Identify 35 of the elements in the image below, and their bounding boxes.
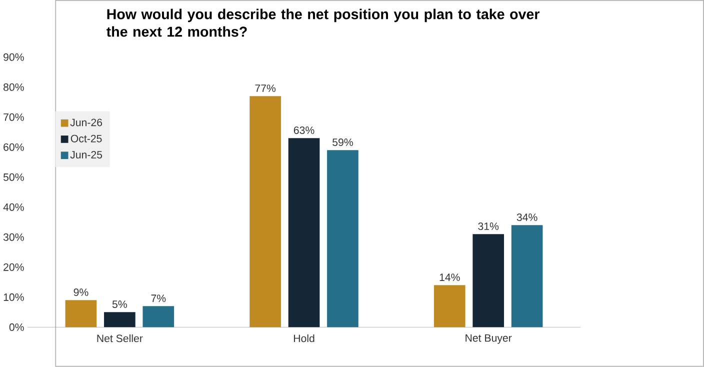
- bar: [288, 138, 320, 328]
- x-tick-label: Hold: [294, 334, 314, 342]
- legend-label: Jun-25: [70, 151, 102, 159]
- data-label: 5%: [112, 300, 127, 308]
- x-tick-label: Net Seller: [97, 334, 143, 342]
- bar: [472, 234, 504, 328]
- data-label: 77%: [255, 84, 276, 92]
- y-tick-label: 60%: [4, 144, 24, 151]
- x-tick-label: Net Buyer: [466, 334, 512, 344]
- bar: [104, 312, 136, 328]
- bar: [327, 150, 358, 328]
- bar: [434, 285, 466, 328]
- data-label: 63%: [294, 126, 314, 134]
- data-label: 34%: [516, 214, 538, 222]
- chart-title: How would you describe the net position you plan to take over the next 12 months?: [106, 8, 540, 37]
- y-tick-label: 50%: [3, 174, 24, 182]
- data-label: 31%: [478, 222, 499, 230]
- y-tick-label: 80%: [4, 83, 24, 91]
- data-label: 9%: [74, 288, 88, 296]
- data-label: 14%: [440, 274, 460, 282]
- y-tick-label: 0%: [9, 324, 24, 332]
- y-tick-label: 90%: [4, 53, 24, 61]
- bar: [250, 96, 281, 328]
- y-tick-label: 70%: [4, 113, 24, 121]
- bar: [511, 225, 543, 328]
- legend-label: Oct-25: [70, 134, 102, 142]
- bar: [65, 300, 97, 328]
- y-tick-label: 10%: [4, 294, 24, 302]
- data-label: 7%: [151, 294, 166, 302]
- y-tick-label: 20%: [4, 264, 24, 272]
- bar: [142, 306, 174, 328]
- y-tick-label: 40%: [3, 204, 24, 212]
- y-tick-label: 30%: [3, 234, 24, 242]
- data-label: 59%: [332, 138, 353, 146]
- legend-label: Jun-26: [70, 118, 102, 126]
